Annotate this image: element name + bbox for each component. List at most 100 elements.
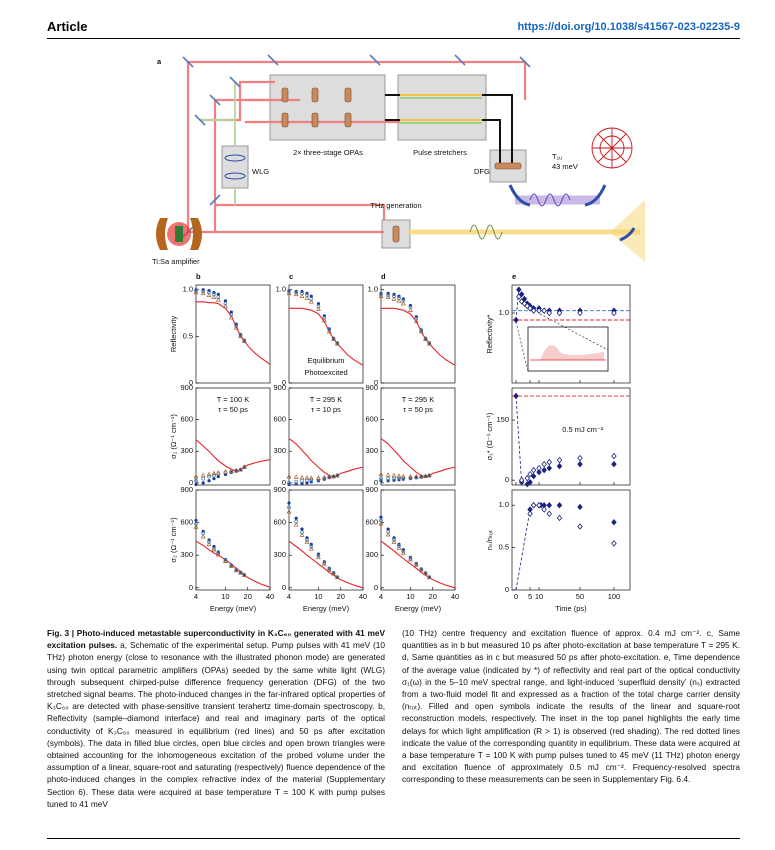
point [527,305,533,312]
point [577,454,583,462]
point [536,464,542,472]
y-tick-label: 900 [365,485,378,494]
point [287,481,291,485]
point [400,473,406,479]
point [215,470,221,475]
point [316,553,321,558]
laser [156,218,202,250]
point [386,527,390,531]
plot-frame [288,284,364,384]
point [233,467,239,473]
point [212,477,216,481]
y-tick-label: 0.5 [183,331,193,340]
point [308,475,314,480]
point [321,474,327,480]
y-tick-label: 600 [273,518,286,527]
point [391,539,397,544]
x-tick-label: 5 [528,592,532,601]
y-axis-label: σ₂ (Ω⁻¹ cm⁻¹) [169,517,178,563]
point [287,501,291,505]
series-line [381,307,456,366]
point [392,538,396,542]
point [556,514,563,522]
point [287,289,291,294]
inset [515,313,609,372]
legend-entry: Equilibrium [307,356,344,365]
point [396,298,402,303]
point [238,333,243,339]
point [400,300,406,306]
x-tick-label: 40 [451,592,459,601]
point [304,475,310,480]
point [228,468,234,473]
y-tick-label: 600 [365,415,378,424]
point [541,307,547,314]
series-line [288,540,364,589]
x-tick-label: 20 [337,592,345,601]
point [385,472,391,477]
point [241,464,247,469]
point [556,502,563,509]
y-tick-label: 900 [180,485,193,494]
point [379,291,383,295]
point [200,472,206,478]
point [401,549,406,554]
y-tick-label: 300 [365,446,378,455]
point [521,300,528,307]
point [513,392,519,400]
doi-link[interactable]: https://doi.org/10.1038/s41567-023-02235… [517,21,740,33]
point [216,474,220,479]
x-axis-label: Energy (meV) [303,604,350,613]
point [577,460,583,468]
point [228,314,234,320]
point [316,475,321,480]
y-tick-label: 1.0 [499,308,509,317]
plot-frame [511,489,631,591]
y-tick-label: 300 [180,550,193,559]
y-tick-label: 600 [365,518,378,527]
point [201,289,206,294]
y-axis-label: σ₁ (Ω⁻¹ cm⁻¹) [169,414,178,459]
point [309,544,314,549]
y-tick-label: 900 [180,383,193,392]
point [577,309,583,317]
point [201,476,206,481]
point [518,476,525,484]
point [194,482,198,487]
point [286,290,292,296]
y-tick-label: 1.0 [183,285,193,294]
point [386,293,391,298]
x-tick-label: 0 [514,592,518,601]
point [194,478,198,483]
plot-frame [195,489,271,591]
point [513,316,519,324]
point [206,471,212,477]
point [397,476,401,481]
point [294,516,298,520]
point [233,567,239,573]
point [386,476,391,481]
point [207,540,211,545]
point [527,478,533,486]
point [193,524,199,529]
x-tick-label: 40 [266,592,274,601]
point [211,470,217,476]
point [206,541,212,547]
point [286,473,292,479]
point [400,550,406,555]
point [516,286,522,293]
point [287,505,291,510]
point [379,476,383,481]
point [223,303,228,309]
point [207,474,211,479]
point [233,325,239,330]
point [408,307,413,312]
point [211,547,217,552]
point [546,510,552,517]
point [304,295,310,300]
point [194,518,198,523]
label: 2× three-stage OPAs [293,148,363,157]
y-tick-label: 0 [505,585,509,594]
plot-frame [380,387,456,486]
x-axis-label: Energy (meV) [395,604,442,613]
